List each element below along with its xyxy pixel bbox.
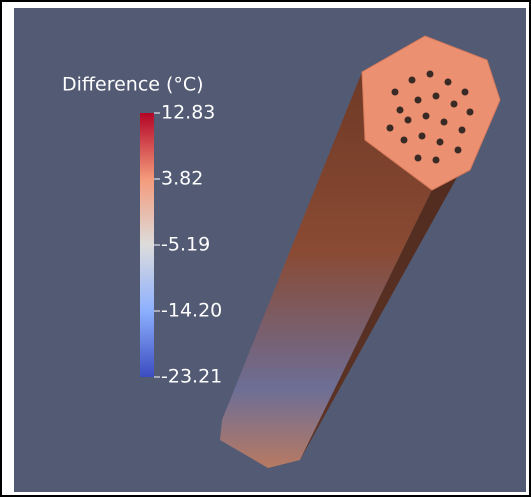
hole (387, 125, 394, 132)
page: Difference (°C) 12.83 3.82 -5.19 -14.20 -23.… (0, 0, 531, 497)
colorbar-tick-label: -5.19 (161, 234, 210, 256)
hole (423, 113, 430, 120)
hole (415, 155, 422, 162)
hole (441, 119, 448, 126)
hole (405, 117, 412, 124)
hole (433, 157, 440, 164)
hole (409, 77, 416, 84)
hole (419, 133, 426, 140)
hole (392, 89, 399, 96)
hole (401, 137, 408, 144)
hole (445, 79, 452, 86)
hole (427, 71, 434, 78)
hole (451, 101, 458, 108)
hole (467, 109, 474, 116)
colorbar-tick-label: -14.20 (161, 300, 222, 322)
hole (459, 127, 466, 134)
hole (462, 89, 469, 96)
hole (455, 147, 462, 154)
colorbar-title: Difference (°C) (62, 74, 204, 96)
hole (433, 93, 440, 100)
colorbar-tick-label: 3.82 (161, 168, 203, 190)
hole (415, 97, 422, 104)
hole (397, 107, 404, 114)
hole (437, 139, 444, 146)
colorbar-tick-label: -23.21 (161, 366, 222, 388)
colorbar (140, 113, 154, 377)
colorbar-tick-label: 12.83 (161, 102, 215, 124)
screenshot: Difference (°C) 12.83 3.82 -5.19 -14.20 -23.… (0, 0, 531, 497)
